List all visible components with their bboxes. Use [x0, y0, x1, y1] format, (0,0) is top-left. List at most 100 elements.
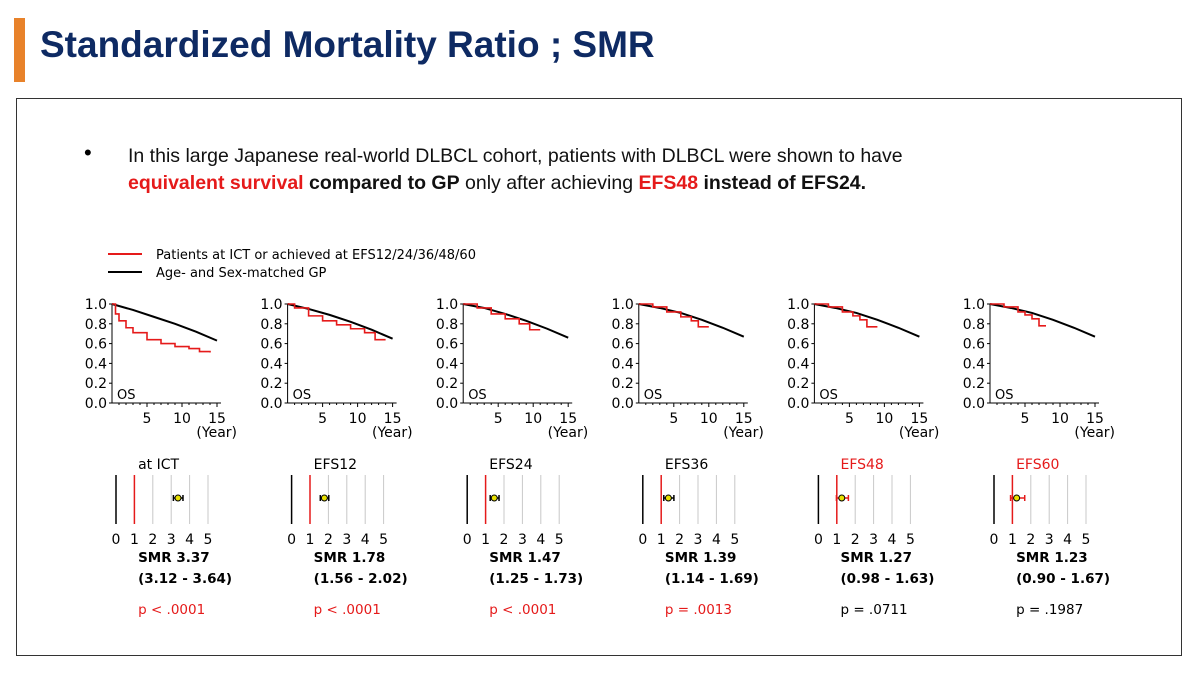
title-accent-bar: [14, 18, 25, 82]
gp-survival-curve: [989, 303, 1096, 338]
survival-panel-label: OS: [819, 388, 837, 403]
survival-x-tick-label: 5: [318, 411, 327, 427]
survival-y-tick-label: 0.4: [612, 356, 634, 372]
survival-y-tick-label: 0.4: [436, 356, 458, 372]
survival-y-tick-label: 0.0: [612, 396, 634, 412]
forest-x-tick-label: 5: [730, 532, 739, 548]
forest-x-tick-label: 1: [1008, 532, 1017, 548]
forest-x-tick-label: 0: [112, 532, 121, 548]
survival-panel-label: OS: [468, 388, 486, 403]
survival-x-axis-label: (Year): [372, 425, 413, 441]
survival-x-tick-label: 10: [349, 411, 367, 427]
smr-ci-label: (0.90 - 1.67): [1016, 571, 1110, 587]
forest-panel-label: at ICT: [138, 457, 179, 473]
forest-x-tick-label: 1: [657, 532, 666, 548]
p-value-label: p = .0711: [840, 602, 907, 618]
forest-panel-label: EFS60: [1016, 457, 1059, 473]
survival-y-tick-label: 0.0: [436, 396, 458, 412]
forest-smr-point: [490, 494, 498, 502]
survival-y-tick-label: 0.4: [85, 356, 107, 372]
p-value-label: p < .0001: [138, 602, 205, 618]
patient-survival-curve: [463, 303, 541, 331]
gp-survival-curve: [463, 303, 569, 339]
survival-y-tick-label: 1.0: [787, 297, 809, 313]
survival-x-tick-label: 5: [845, 411, 854, 427]
bullet-part-6: instead of EFS24.: [698, 172, 867, 194]
survival-y-tick-label: 0.2: [787, 376, 809, 392]
forest-x-tick-label: 0: [287, 532, 296, 548]
bullet-highlight-efs48: EFS48: [638, 172, 699, 194]
forest-x-tick-label: 4: [361, 532, 370, 548]
forest-x-tick-label: 5: [906, 532, 915, 548]
gp-survival-curve: [287, 303, 393, 340]
survival-y-tick-label: 0.4: [963, 356, 985, 372]
survival-y-tick-label: 1.0: [963, 297, 985, 313]
forest-x-tick-label: 1: [481, 532, 490, 548]
patient-survival-curve: [287, 303, 386, 341]
forest-x-tick-label: 5: [555, 532, 564, 548]
forest-x-tick-label: 3: [167, 532, 176, 548]
smr-value-label: SMR 1.27: [840, 550, 912, 566]
bullet-part-1: In this large Japanese real-world DLBCL …: [128, 145, 903, 167]
survival-x-tick-label: 15: [910, 411, 928, 427]
forest-x-tick-label: 2: [500, 532, 509, 548]
survival-x-tick-label: 5: [494, 411, 503, 427]
patient-survival-curve: [814, 303, 878, 328]
smr-value-label: SMR 1.78: [314, 550, 386, 566]
bullet-part-4: only after achieving: [459, 172, 639, 194]
forest-x-tick-label: 4: [1063, 532, 1072, 548]
survival-y-tick-label: 0.2: [963, 376, 985, 392]
forest-smr-point: [838, 494, 846, 502]
survival-y-tick-label: 0.2: [436, 376, 458, 392]
bullet-icon: •: [84, 140, 92, 165]
content-frame: [16, 98, 1182, 656]
survival-x-tick-label: 10: [1051, 411, 1069, 427]
survival-panel-label: OS: [995, 388, 1013, 403]
forest-x-tick-label: 3: [1045, 532, 1054, 548]
survival-x-tick-label: 15: [208, 411, 226, 427]
survival-x-axis-label: (Year): [196, 425, 237, 441]
smr-ci-label: (1.56 - 2.02): [314, 571, 408, 587]
forest-x-tick-label: 5: [379, 532, 388, 548]
survival-x-tick-label: 5: [1021, 411, 1030, 427]
forest-panel-label: EFS12: [314, 457, 357, 473]
forest-x-tick-label: 4: [536, 532, 545, 548]
smr-ci-label: (3.12 - 3.64): [138, 571, 232, 587]
legend-label-gp: Age- and Sex-matched GP: [156, 266, 327, 281]
smr-value-label: SMR 3.37: [138, 550, 210, 566]
survival-y-tick-label: 0.8: [963, 317, 985, 333]
survival-x-tick-label: 15: [735, 411, 753, 427]
forest-panel-label: EFS24: [489, 457, 532, 473]
survival-x-axis-label: (Year): [899, 425, 940, 441]
forest-x-tick-label: 1: [130, 532, 139, 548]
forest-x-tick-label: 2: [675, 532, 684, 548]
legend-label-patients: Patients at ICT or achieved at EFS12/24/…: [156, 248, 476, 263]
forest-x-tick-label: 0: [990, 532, 999, 548]
survival-y-tick-label: 0.6: [787, 337, 809, 353]
forest-x-tick-label: 3: [518, 532, 527, 548]
survival-panel-label: OS: [117, 388, 135, 403]
survival-y-tick-label: 1.0: [85, 297, 107, 313]
smr-value-label: SMR 1.47: [489, 550, 561, 566]
forest-x-tick-label: 5: [1082, 532, 1091, 548]
survival-x-tick-label: 5: [143, 411, 152, 427]
survival-x-tick-label: 5: [669, 411, 678, 427]
bullet-highlight-equivalent-survival: equivalent survival: [128, 172, 304, 194]
forest-x-tick-label: 2: [1026, 532, 1035, 548]
forest-x-tick-label: 2: [148, 532, 157, 548]
smr-value-label: SMR 1.23: [1016, 550, 1088, 566]
p-value-label: p < .0001: [314, 602, 381, 618]
smr-ci-label: (1.25 - 1.73): [489, 571, 583, 587]
survival-y-tick-label: 0.6: [963, 337, 985, 353]
survival-panel-label: OS: [293, 388, 311, 403]
survival-y-tick-label: 0.0: [260, 396, 282, 412]
survival-y-tick-label: 0.0: [963, 396, 985, 412]
survival-y-tick-label: 1.0: [612, 297, 634, 313]
survival-y-tick-label: 0.0: [787, 396, 809, 412]
forest-x-tick-label: 4: [185, 532, 194, 548]
survival-panel-label: OS: [644, 388, 662, 403]
forest-x-tick-label: 2: [324, 532, 333, 548]
forest-smr-point: [320, 494, 328, 502]
survival-y-tick-label: 0.6: [85, 337, 107, 353]
